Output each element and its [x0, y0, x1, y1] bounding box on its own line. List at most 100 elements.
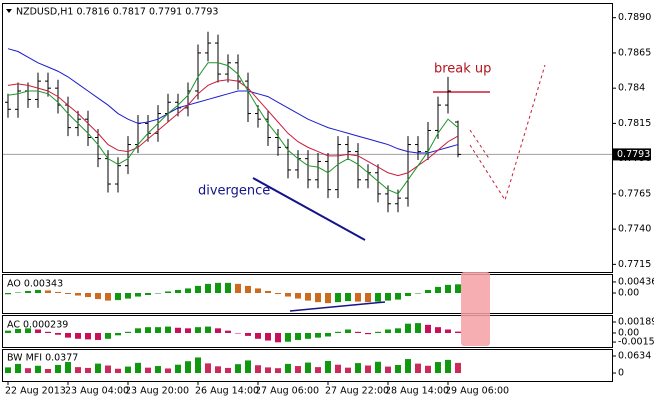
indicator-bar: [405, 292, 411, 297]
indicator-bar: [225, 367, 231, 374]
indicator-bar: [455, 362, 461, 374]
indicator-bar: [175, 289, 181, 293]
indicator-bar: [425, 289, 431, 293]
indicator-bar: [435, 286, 441, 293]
indicator-bar: [65, 332, 71, 338]
indicator-bar: [265, 332, 271, 341]
indicator-bar: [365, 365, 371, 374]
indicator-bar: [215, 328, 221, 333]
indicator-bar: [445, 284, 451, 293]
y-tick-label: 0.7740: [618, 224, 651, 235]
indicator-bar: [355, 331, 361, 333]
indicator-bar: [305, 362, 311, 374]
indicator-bar: [385, 292, 391, 301]
indicator-bar: [345, 367, 351, 374]
indicator-bar: [195, 357, 201, 374]
indicator-bar: [35, 289, 41, 293]
indicator-bar: [215, 366, 221, 374]
menu-arrow[interactable]: [6, 9, 12, 13]
y-tick-label: 0: [618, 368, 624, 379]
indicator-bar: [335, 292, 341, 303]
indicator-bar: [25, 368, 31, 374]
indicator-bar: [255, 288, 261, 293]
indicator-bar: [315, 367, 321, 374]
indicator-bar: [205, 283, 211, 293]
last-price-box: [613, 148, 651, 161]
indicator-bar: [415, 292, 421, 294]
indicator-bar: [45, 368, 51, 374]
indicator-bar: [195, 327, 201, 333]
indicator-bar: [5, 292, 11, 295]
indicator-bar: [55, 332, 61, 335]
indicator-bar: [105, 332, 111, 339]
indicator-bar: [205, 363, 211, 374]
indicator-bar: [245, 360, 251, 374]
indicator-bar: [295, 292, 301, 299]
indicator-bar: [355, 363, 361, 374]
indicator-bar: [35, 365, 41, 374]
indicator-bar: [85, 292, 91, 298]
y-tick-label: 0.7890: [618, 12, 651, 23]
indicator-bar: [445, 329, 451, 333]
indicator-bar: [105, 292, 111, 301]
indicator-bar: [25, 328, 31, 333]
indicator-bar: [385, 366, 391, 374]
indicator-bar: [145, 292, 151, 296]
indicator-bar: [315, 292, 321, 303]
indicator-bar: [325, 360, 331, 374]
x-tick-label: 23 Aug 04:00: [65, 386, 129, 397]
y-tick-label: 0.7815: [618, 118, 651, 129]
indicator-bar: [65, 362, 71, 374]
pane-title: BW MFI 0.0377: [7, 353, 78, 364]
indicator-bar: [115, 332, 121, 336]
divergence-line: [252, 177, 366, 241]
indicator-bar: [295, 332, 301, 340]
indicator-bar: [15, 292, 21, 293]
indicator-bar: [215, 282, 221, 293]
indicator-bar: [455, 331, 461, 333]
indicator-bar: [235, 283, 241, 293]
indicator-bar: [135, 362, 141, 374]
indicator-bar: [5, 330, 11, 333]
indicator-bar: [295, 366, 301, 374]
mfi-pane: [2, 349, 613, 382]
indicator-bar: [185, 328, 191, 333]
indicator-bar: [255, 365, 261, 374]
indicator-bar: [35, 329, 41, 333]
indicator-bar: [15, 363, 21, 374]
indicator-bar: [185, 288, 191, 293]
y-tick-label: 0.00: [618, 287, 639, 298]
indicator-bar: [55, 364, 61, 374]
indicator-bar: [95, 332, 101, 340]
x-tick-label: 22 Aug 2013: [5, 386, 66, 397]
indicator-bar: [45, 290, 51, 293]
indicator-bar: [165, 326, 171, 333]
indicator-bar: [435, 362, 441, 374]
y-tick-label: 0.7715: [618, 259, 651, 270]
divergence-line: [289, 301, 386, 312]
indicator-bar: [275, 332, 281, 343]
indicator-bar: [265, 290, 271, 293]
indicator-bar: [415, 363, 421, 374]
indicator-bar: [185, 361, 191, 374]
indicator-bar: [115, 368, 121, 374]
indicator-bar: [415, 323, 421, 333]
highlight-box: [461, 272, 490, 346]
indicator-bar: [245, 332, 251, 336]
indicator-bar: [45, 331, 51, 333]
indicator-bar: [165, 291, 171, 293]
annotation: divergence: [198, 184, 270, 199]
x-tick-label: 26 Aug 14:00: [195, 386, 259, 397]
pane-title: AC 0.000239: [7, 320, 68, 331]
indicator-bar: [155, 366, 161, 374]
indicator-bar: [75, 292, 81, 296]
indicator-bar: [155, 292, 161, 294]
indicator-bar: [435, 327, 441, 333]
indicator-bar: [125, 292, 131, 299]
indicator-bar: [125, 366, 131, 374]
indicator-bar: [395, 328, 401, 333]
indicator-bar: [255, 332, 261, 339]
indicator-bar: [265, 367, 271, 374]
